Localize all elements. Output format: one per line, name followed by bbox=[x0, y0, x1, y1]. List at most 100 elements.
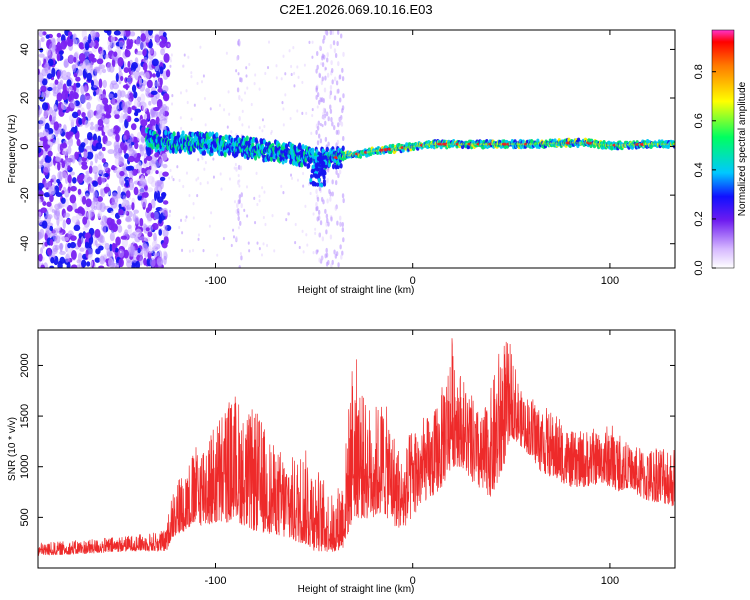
spectrogram-cell bbox=[83, 174, 91, 183]
spectrogram-cell bbox=[311, 107, 314, 112]
spectrogram-cell bbox=[117, 185, 121, 195]
spectrogram-cell bbox=[215, 131, 219, 138]
spectrogram-cell bbox=[341, 145, 345, 152]
spectrogram-cell bbox=[148, 47, 154, 55]
spectrogram-cell bbox=[67, 174, 72, 184]
spectrogram-cell bbox=[325, 261, 329, 267]
spectrogram-cell bbox=[111, 97, 116, 105]
spectrogram-cell bbox=[326, 57, 329, 63]
spectrogram-cell bbox=[64, 189, 70, 198]
spectrogram-cell bbox=[256, 202, 259, 207]
spectrogram-cell bbox=[150, 163, 157, 172]
spectrogram-cell bbox=[74, 125, 78, 133]
spectrogram-cell bbox=[169, 64, 172, 68]
spectrogram-cell bbox=[57, 161, 61, 171]
spectrogram-cell bbox=[85, 192, 90, 199]
spectrogram-cell bbox=[324, 120, 327, 126]
spectrogram-cell bbox=[159, 158, 163, 164]
spectrogram-cell bbox=[86, 101, 91, 110]
spectrogram-cell bbox=[216, 253, 219, 257]
spectrogram-cell bbox=[318, 232, 321, 238]
spectrogram-cell bbox=[64, 157, 70, 166]
spectrogram-cell bbox=[165, 69, 171, 78]
spectrogram-cell bbox=[99, 169, 106, 175]
spectrogram-cell bbox=[97, 93, 102, 102]
spectrogram-cell bbox=[148, 100, 152, 106]
spectrogram-cell bbox=[318, 99, 321, 105]
spectrogram-cell bbox=[316, 182, 320, 187]
spectrogram-cell bbox=[94, 171, 98, 182]
spectrogram-cell bbox=[307, 182, 310, 186]
spectrogram-cell bbox=[206, 181, 209, 185]
spectrogram-cell bbox=[337, 173, 340, 179]
spectrogram-cell bbox=[130, 123, 137, 131]
spectrogram-cell bbox=[266, 243, 269, 248]
spectrogram-cell bbox=[62, 71, 67, 78]
spectrogram-cell bbox=[124, 49, 131, 58]
spectrogram-cell bbox=[97, 176, 103, 186]
spectrogram-cell bbox=[77, 188, 82, 195]
spectrogram-cell bbox=[66, 261, 71, 268]
spectrogram-cell bbox=[263, 190, 266, 194]
spectrogram-cell bbox=[341, 250, 344, 256]
spectrogram-cell bbox=[113, 92, 118, 99]
spectrogram-cell bbox=[131, 84, 137, 93]
spectrogram-cell bbox=[72, 177, 77, 184]
spectrogram-cell bbox=[120, 75, 124, 82]
y-tick-label: 2000 bbox=[19, 353, 31, 377]
x-tick-label: 0 bbox=[410, 575, 416, 587]
spectrogram-cell bbox=[324, 67, 327, 71]
spectrogram-cell bbox=[49, 42, 56, 53]
spectrogram-cell bbox=[123, 249, 129, 259]
spectrogram-cell bbox=[80, 94, 87, 104]
spectrogram-cell bbox=[292, 45, 295, 50]
spectrogram-cell bbox=[139, 217, 144, 227]
spectrogram-cell bbox=[104, 54, 110, 59]
spectrogram-cell bbox=[50, 37, 56, 44]
spectrogram-cell bbox=[151, 222, 159, 231]
spectrogram-cell bbox=[302, 184, 305, 188]
spectrogram-cell bbox=[84, 42, 90, 51]
spectrogram-cell bbox=[342, 51, 345, 57]
spectrogram-cell bbox=[323, 115, 326, 121]
spectrogram-cell bbox=[339, 117, 342, 123]
spectrogram-cell bbox=[324, 253, 327, 259]
spectrogram-cell bbox=[332, 125, 336, 131]
spectrogram-cell bbox=[326, 178, 329, 184]
spectrogram-cell bbox=[102, 79, 108, 89]
spectrogram-cell bbox=[169, 59, 172, 63]
spectrogram-cell bbox=[124, 30, 131, 37]
spectrogram-cell bbox=[245, 74, 248, 78]
spectrogram-cell bbox=[131, 263, 136, 268]
spectrogram-cell bbox=[70, 250, 77, 260]
spectrogram-cell bbox=[86, 131, 93, 141]
spectrogram-cell bbox=[334, 180, 338, 186]
spectrogram-cell bbox=[124, 153, 129, 159]
spectrogram-cell bbox=[124, 144, 128, 151]
spectrogram-cell bbox=[302, 250, 305, 254]
colorbar-tick-label: 0.4 bbox=[693, 162, 705, 177]
spectrogram-cell bbox=[56, 216, 60, 226]
spectrogram-cell bbox=[341, 76, 345, 82]
spectrogram-cell bbox=[137, 96, 142, 102]
spectrogram-cell bbox=[248, 62, 251, 67]
spectrogram-cell bbox=[339, 221, 342, 227]
spectrogram-cell bbox=[316, 140, 320, 146]
spectrogram-cell bbox=[331, 68, 334, 74]
spectrogram-cell bbox=[331, 79, 334, 85]
spectrogram-cell bbox=[131, 202, 135, 211]
spectrogram-cell bbox=[223, 151, 227, 158]
spectrogram-cell bbox=[78, 42, 84, 49]
spectrogram-cell bbox=[150, 90, 158, 95]
spectrogram-cell bbox=[241, 123, 244, 127]
spectrogram-cell bbox=[320, 196, 324, 202]
spectrogram-cell bbox=[220, 187, 223, 191]
spectrogram-cell bbox=[290, 64, 293, 69]
spectrogram-cell bbox=[319, 138, 323, 144]
spectrogram-cell bbox=[44, 154, 52, 164]
spectrogram-cell bbox=[125, 190, 131, 199]
spectrogram-cell bbox=[315, 68, 318, 74]
spectrogram-cell bbox=[333, 76, 337, 82]
spectrogram-cell bbox=[43, 108, 49, 118]
spectrogram-cell bbox=[129, 31, 136, 37]
